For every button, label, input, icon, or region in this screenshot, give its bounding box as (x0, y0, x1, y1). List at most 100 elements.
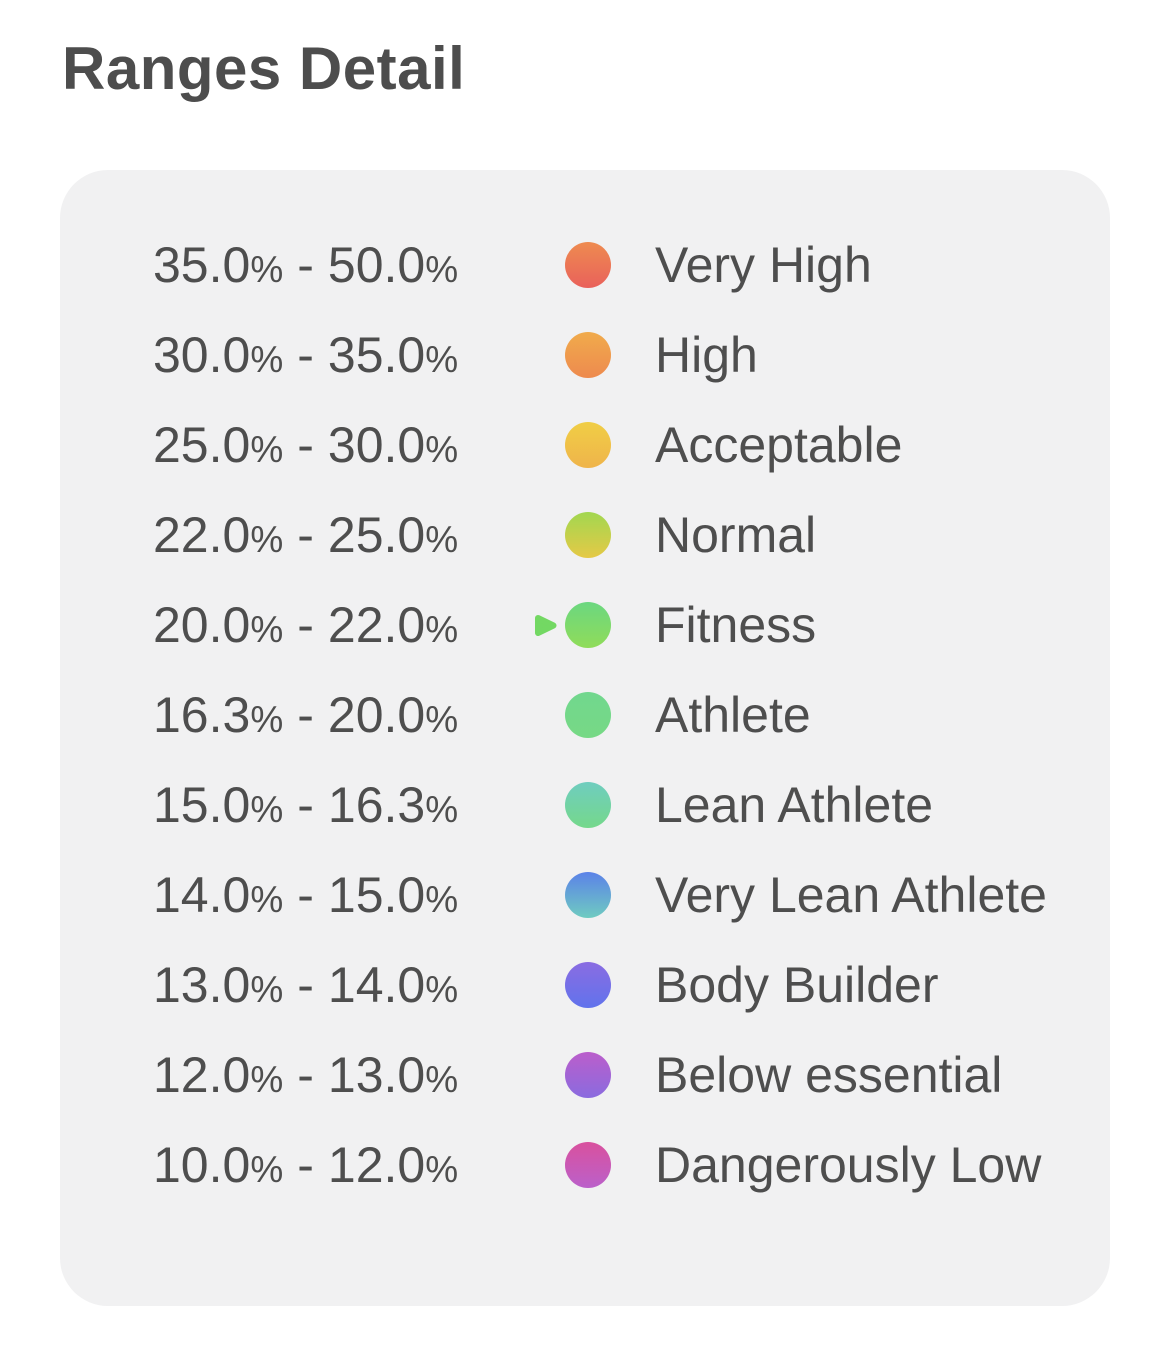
range-separator: - (297, 957, 314, 1013)
range-text: 25.0% - 30.0% (153, 416, 525, 474)
range-color-dot (565, 242, 611, 288)
range-color-dot (565, 782, 611, 828)
range-label: Acceptable (655, 417, 903, 473)
range-high-value: 30.0 (327, 417, 426, 473)
percent-symbol: % (250, 1059, 284, 1100)
percent-symbol: % (425, 339, 459, 380)
range-text: 10.0% - 12.0% (153, 1136, 525, 1194)
range-high-value: 12.0 (327, 1137, 426, 1193)
range-low-value: 22.0 (153, 507, 251, 563)
range-separator: - (297, 597, 314, 653)
range-low-value: 16.3 (153, 687, 251, 743)
range-label: Athlete (655, 687, 811, 743)
range-low-value: 15.0 (153, 777, 251, 833)
range-low-value: 13.0 (153, 957, 251, 1013)
percent-symbol: % (425, 249, 459, 290)
current-range-arrow-icon (532, 612, 559, 639)
range-label: High (655, 327, 758, 383)
range-row: 16.3% - 20.0% Athlete (60, 670, 1110, 760)
range-row: 25.0% - 30.0% Acceptable (60, 400, 1110, 490)
range-label: Dangerously Low (655, 1137, 1042, 1193)
range-separator: - (297, 777, 314, 833)
range-separator: - (297, 1137, 314, 1193)
range-color-dot (565, 962, 611, 1008)
percent-symbol: % (250, 609, 284, 650)
percent-symbol: % (425, 699, 459, 740)
range-label: Very High (655, 237, 872, 293)
percent-symbol: % (425, 429, 459, 470)
percent-symbol: % (425, 1149, 459, 1190)
range-text: 14.0% - 15.0% (153, 866, 525, 924)
percent-symbol: % (425, 969, 459, 1010)
range-color-dot (565, 1052, 611, 1098)
range-label: Lean Athlete (655, 777, 934, 833)
percent-symbol: % (250, 249, 284, 290)
current-range-indicator-slot (525, 612, 565, 639)
range-row: 13.0% - 14.0% Body Builder (60, 940, 1110, 1030)
ranges-card: 35.0% - 50.0% Very High 30.0% - 35.0% (60, 170, 1110, 1306)
range-text: 20.0% - 22.0% (153, 596, 525, 654)
range-color-dot (565, 692, 611, 738)
percent-symbol: % (425, 879, 459, 920)
percent-symbol: % (425, 789, 459, 830)
range-text: 13.0% - 14.0% (153, 956, 525, 1014)
range-text: 22.0% - 25.0% (153, 506, 525, 564)
range-high-value: 35.0 (327, 327, 426, 383)
range-color-dot (565, 602, 611, 648)
percent-symbol: % (250, 339, 284, 380)
range-low-value: 12.0 (153, 1047, 251, 1103)
percent-symbol: % (250, 429, 284, 470)
range-text: 15.0% - 16.3% (153, 776, 525, 834)
range-text: 35.0% - 50.0% (153, 236, 525, 294)
percent-symbol: % (250, 969, 284, 1010)
range-high-value: 13.0 (327, 1047, 426, 1103)
range-color-dot (565, 332, 611, 378)
range-row: 22.0% - 25.0% Normal (60, 490, 1110, 580)
range-label: Normal (655, 507, 817, 563)
range-color-dot (565, 872, 611, 918)
range-low-value: 30.0 (153, 327, 251, 383)
range-color-dot (565, 1142, 611, 1188)
range-low-value: 25.0 (153, 417, 251, 473)
percent-symbol: % (250, 879, 284, 920)
range-separator: - (297, 417, 314, 473)
range-separator: - (297, 507, 314, 563)
range-separator: - (297, 687, 314, 743)
range-low-value: 14.0 (153, 867, 251, 923)
range-separator: - (297, 327, 314, 383)
percent-symbol: % (425, 1059, 459, 1100)
range-separator: - (297, 1047, 314, 1103)
range-label: Fitness (655, 597, 817, 653)
range-text: 16.3% - 20.0% (153, 686, 525, 744)
range-low-value: 20.0 (153, 597, 251, 653)
range-label: Body Builder (655, 957, 939, 1013)
range-high-value: 16.3 (327, 777, 426, 833)
ranges-list: 35.0% - 50.0% Very High 30.0% - 35.0% (60, 220, 1110, 1210)
range-row: 10.0% - 12.0% Dangerously Low (60, 1120, 1110, 1210)
range-high-value: 14.0 (327, 957, 426, 1013)
percent-symbol: % (250, 789, 284, 830)
range-label: Very Lean Athlete (655, 867, 1047, 923)
percent-symbol: % (250, 1149, 284, 1190)
range-high-value: 50.0 (327, 237, 426, 293)
range-separator: - (297, 237, 314, 293)
page-title: Ranges Detail (62, 35, 466, 102)
range-separator: - (297, 867, 314, 923)
percent-symbol: % (250, 519, 284, 560)
range-low-value: 35.0 (153, 237, 251, 293)
percent-symbol: % (250, 699, 284, 740)
percent-symbol: % (425, 519, 459, 560)
range-low-value: 10.0 (153, 1137, 251, 1193)
range-row: 12.0% - 13.0% Below essential (60, 1030, 1110, 1120)
range-color-dot (565, 422, 611, 468)
range-text: 12.0% - 13.0% (153, 1046, 525, 1104)
range-label: Below essential (655, 1047, 1003, 1103)
range-color-dot (565, 512, 611, 558)
range-row: 20.0% - 22.0% Fitness (60, 580, 1110, 670)
range-high-value: 15.0 (327, 867, 426, 923)
range-row: 35.0% - 50.0% Very High (60, 220, 1110, 310)
range-high-value: 22.0 (327, 597, 426, 653)
range-row: 30.0% - 35.0% High (60, 310, 1110, 400)
range-text: 30.0% - 35.0% (153, 326, 525, 384)
